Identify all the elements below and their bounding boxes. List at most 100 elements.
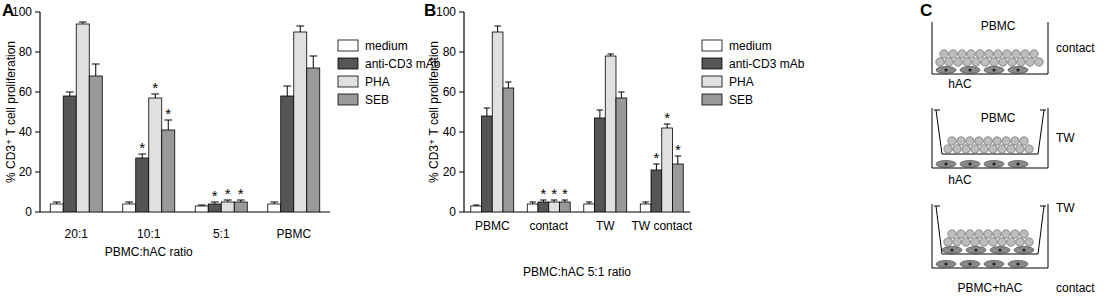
condition-label: TW [1056, 201, 1075, 215]
bar [123, 204, 136, 212]
pbmc-cell [971, 238, 979, 246]
x-tick-label: TW contact [631, 219, 692, 233]
pbmc-cell [966, 230, 974, 238]
legend-swatch [338, 58, 358, 69]
insert-outline [936, 206, 1044, 254]
hac-nucleus [944, 262, 947, 265]
x-axis-label: PBMC:hAC ratio [105, 245, 193, 259]
hac-nucleus [1022, 248, 1025, 251]
pbmc-cell [993, 230, 1001, 238]
bar [492, 32, 503, 212]
x-tick-label: TW [596, 219, 615, 233]
y-tick [459, 52, 464, 53]
y-tick-label: 80 [19, 45, 33, 59]
pbmc-cell [962, 145, 970, 153]
significance-mark: * [653, 149, 659, 166]
legend-label: SEB [729, 93, 753, 107]
error-bar [309, 56, 317, 68]
legend: mediumanti-CD3 mAbPHASEB [702, 39, 805, 107]
error-cap [125, 202, 133, 203]
error-bar [529, 202, 535, 204]
error-bar [505, 82, 511, 88]
hac-nucleus [998, 248, 1001, 251]
legend-label: SEB [365, 93, 389, 107]
hac-nucleus [992, 162, 995, 165]
bar [482, 116, 493, 212]
pbmc-cell [1025, 145, 1033, 153]
error-cap [53, 202, 61, 203]
pbmc-cell [976, 50, 984, 58]
legend-label: PHA [729, 75, 754, 89]
bar [503, 88, 514, 212]
hac-nucleus [974, 248, 977, 251]
error-cap [484, 108, 490, 109]
error-cap [92, 64, 100, 65]
hac-nucleus [968, 68, 971, 71]
pbmc-cell [967, 50, 975, 58]
y-tick-label: 0 [25, 205, 32, 219]
pbmc-cell [1012, 50, 1020, 58]
bar [559, 202, 570, 212]
pbmc-cell [993, 137, 1001, 145]
hac-nucleus [992, 68, 995, 71]
well: PBMChACTW [932, 108, 1075, 187]
well-outline [932, 204, 1048, 268]
bar [208, 204, 221, 212]
significance-mark: * [139, 139, 145, 156]
pbmc-cell [1002, 137, 1010, 145]
condition-label: TW [1056, 131, 1075, 145]
significance-mark: * [165, 105, 171, 122]
y-tick [35, 212, 40, 213]
error-stem [621, 92, 622, 98]
error-stem [95, 64, 96, 76]
pbmc-cell [990, 58, 998, 66]
hac-nucleus [950, 248, 953, 251]
error-cap [473, 205, 479, 206]
diagram: CPBMChACcontactPBMChACTWPBMC+hACTWcontac… [920, 1, 1095, 295]
hac-cell [990, 247, 1010, 254]
hac-nucleus [944, 68, 947, 71]
bar [616, 98, 627, 212]
pbmc-cell [1026, 58, 1034, 66]
bar [221, 202, 234, 212]
error-stem [313, 56, 314, 68]
well-label: hAC [948, 77, 972, 91]
error-bar [283, 86, 291, 96]
pbmc-cell [1011, 230, 1019, 238]
pbmc-cell [980, 145, 988, 153]
hac-cell [936, 67, 956, 74]
condition-label: contact [1056, 41, 1095, 55]
hac-nucleus [992, 262, 995, 265]
y-tick-label: 0 [449, 205, 456, 219]
insert-rim [934, 206, 940, 207]
hac-nucleus [1016, 162, 1019, 165]
y-tick-label: 40 [19, 125, 33, 139]
pbmc-cell [981, 58, 989, 66]
bar [584, 204, 595, 212]
well-label: PBMC [981, 19, 1016, 33]
y-tick [459, 212, 464, 213]
error-cap [529, 202, 535, 203]
error-cap [494, 26, 500, 27]
y-tick-label: 40 [443, 125, 457, 139]
significance-mark: * [562, 185, 568, 202]
x-tick-label: 10:1 [137, 227, 161, 241]
pbmc-cell [966, 137, 974, 145]
well-label: hAC [948, 173, 972, 187]
pbmc-cell [948, 137, 956, 145]
error-bar [270, 202, 278, 204]
pbmc-cell [980, 238, 988, 246]
pbmc-cell [962, 238, 970, 246]
hac-nucleus [1016, 262, 1019, 265]
error-bar [484, 108, 490, 116]
x-tick-label: PBMC [475, 219, 510, 233]
pbmc-cell [1016, 238, 1024, 246]
error-stem [300, 26, 301, 32]
bar [76, 24, 89, 212]
error-bar [125, 202, 133, 204]
bar [605, 56, 616, 212]
error-cap [79, 22, 87, 23]
legend-swatch [338, 94, 358, 105]
error-bar [66, 92, 74, 96]
pbmc-cell [1011, 137, 1019, 145]
